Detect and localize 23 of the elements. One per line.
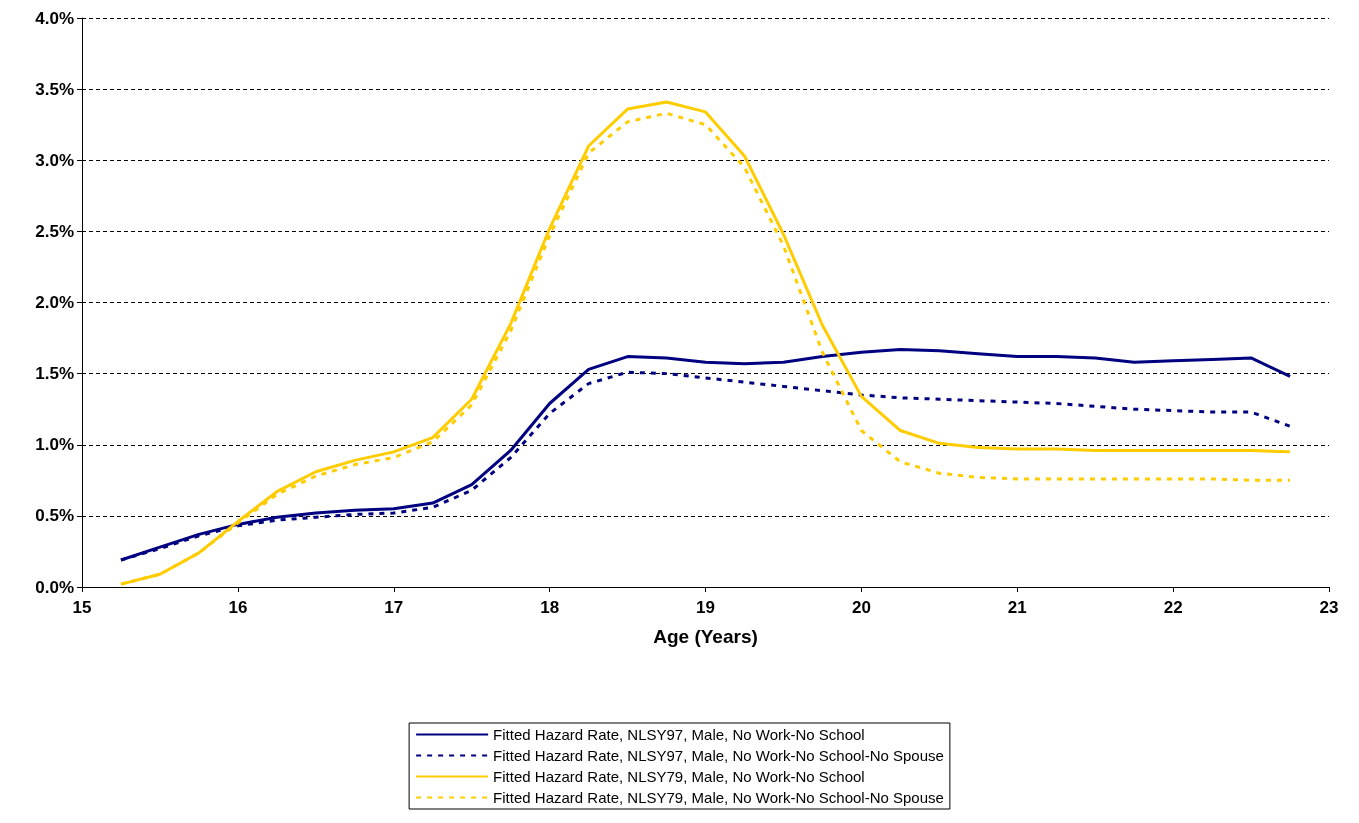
y-tick-label: 0.5%: [35, 506, 74, 526]
x-tick-label: 20: [851, 598, 871, 617]
y-tick-label: 3.5%: [35, 79, 74, 99]
x-tick-label: 15: [72, 598, 92, 617]
x-axis-title: Age (Years): [653, 626, 758, 647]
legend-label: Fitted Hazard Rate, NLSY97, Male, No Work-No School-No Spouse: [493, 747, 944, 764]
legend-label: Fitted Hazard Rate, NLSY79, Male, No Work-No School: [493, 768, 865, 785]
legend-label: Fitted Hazard Rate, NLSY97, Male, No Work-No School: [493, 726, 865, 743]
y-tick-label: 1.0%: [35, 435, 74, 455]
y-tick-label: 1.5%: [35, 364, 74, 384]
y-tick-label: 3.0%: [35, 150, 74, 170]
y-tick-label: 2.5%: [35, 221, 74, 241]
legend-label: Fitted Hazard Rate, NLSY79, Male, No Work-No School-No Spouse: [493, 789, 944, 806]
y-tick-label: 4.0%: [35, 8, 74, 28]
x-tick-label: 17: [384, 598, 404, 617]
x-tick-label: 16: [228, 598, 248, 617]
y-tick-label: 0.0%: [35, 577, 74, 597]
x-tick-label: 18: [540, 598, 560, 617]
x-tick-label: 22: [1163, 598, 1183, 617]
y-tick-label: 2.0%: [35, 293, 74, 312]
x-tick-label: 21: [1007, 598, 1027, 617]
x-tick-label: 19: [696, 598, 715, 617]
x-tick-label: 23: [1319, 598, 1339, 617]
